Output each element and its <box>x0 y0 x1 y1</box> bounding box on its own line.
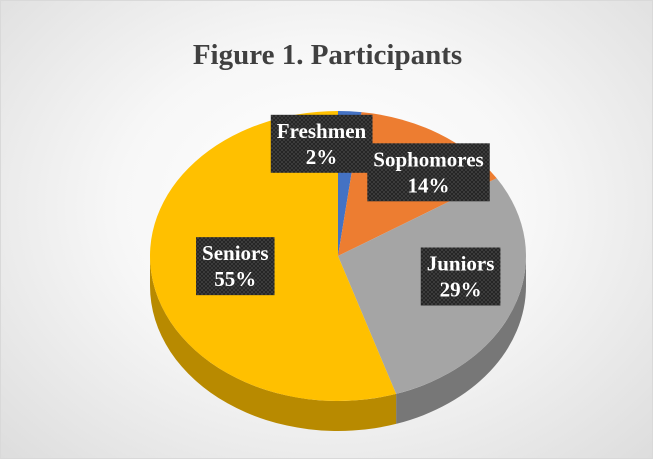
data-label-value: 29% <box>440 277 482 301</box>
chart-title: Figure 1. Participants <box>192 39 463 71</box>
slice-side-seniors <box>150 256 397 431</box>
slice-side-juniors <box>396 256 526 424</box>
data-label-box <box>270 114 373 173</box>
data-label-box <box>420 247 501 306</box>
data-label-category: Freshmen <box>277 119 367 143</box>
data-label-value: 14% <box>408 173 450 197</box>
data-label-box <box>367 143 490 202</box>
data-label-box <box>196 237 275 296</box>
data-label-category: Juniors <box>427 251 495 275</box>
data-label-value: 2% <box>306 145 338 169</box>
data-label-value: 55% <box>214 267 256 291</box>
data-label-category: Seniors <box>202 241 269 265</box>
data-label-category: Sophomores <box>373 147 483 171</box>
